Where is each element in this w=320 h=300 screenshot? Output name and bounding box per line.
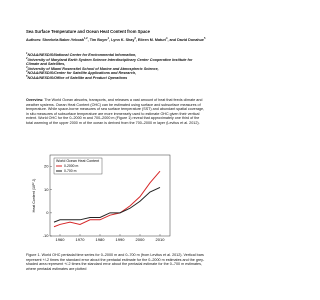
affiliation: 1NOAA/NESDIS/National Center for Environ… bbox=[26, 51, 206, 58]
legend-label: 0-700 m bbox=[64, 169, 77, 173]
x-tick-label: 1970 bbox=[76, 237, 86, 242]
y-tick-label: 10 bbox=[44, 187, 49, 192]
affiliation-text: NOAA/NESDIS/Center for Satellite Applica… bbox=[27, 71, 137, 76]
title: Sea Surface Temperature and Ocean Heat C… bbox=[26, 29, 150, 34]
figure: -10 0 10 20 1960 1970 1980 1990 2000 2010 Heat Con… bbox=[32, 154, 171, 242]
affiliation: 5NOAA/NESDIS/Office of Satellite and Pro… bbox=[26, 74, 206, 81]
x-tick-label: 2010 bbox=[156, 237, 166, 242]
affiliation-sup: 5 bbox=[26, 74, 28, 78]
author-sup: 1 bbox=[107, 36, 110, 40]
author-tail: , bbox=[87, 38, 89, 42]
author-name: David Donahue bbox=[177, 38, 204, 42]
overview-lead: Overview. bbox=[26, 98, 44, 102]
author-sup: 4 bbox=[166, 36, 168, 40]
author-name: Eileen M. Maturi bbox=[137, 38, 166, 42]
affiliation-text: NOAA/NESDIS/Office of Satellite and Prod… bbox=[27, 75, 128, 80]
author-name: Lynn K. Shay bbox=[111, 38, 135, 42]
affiliations: 1NOAA/NESDIS/National Center for Environ… bbox=[26, 51, 206, 81]
author-name: Tim Boyer bbox=[89, 38, 108, 42]
author-sup: 5 bbox=[203, 36, 206, 40]
figure-title: World Ocean Heat Content bbox=[56, 159, 99, 163]
y-tick-label: 20 bbox=[44, 164, 49, 169]
x-tick-label: 2000 bbox=[136, 237, 146, 242]
affiliation-sup: 2 bbox=[26, 56, 28, 60]
page: Sea Surface Temperature and Ocean Heat C… bbox=[26, 29, 206, 271]
author-name: Sheekela Baker-Yeboah bbox=[42, 38, 85, 42]
affiliation: 2University of Maryland Earth System Sci… bbox=[26, 56, 206, 67]
affiliation-sup: 4 bbox=[26, 70, 28, 74]
author-tail: , bbox=[135, 38, 137, 42]
affiliation: 4NOAA/NESDIS/Center for Satellite Applic… bbox=[26, 70, 206, 76]
y-tick-label: 0 bbox=[46, 210, 49, 215]
author-sup: 1,2 bbox=[84, 36, 88, 40]
affiliation-sup: 3 bbox=[26, 65, 28, 69]
overview: Overview. The World Ocean absorbs, trans… bbox=[26, 98, 206, 126]
affiliation-text: NOAA/NESDIS/National Center for Environm… bbox=[27, 53, 137, 57]
author-list: Sheekela Baker-Yeboah1,2, Tim Boyer1, Ly… bbox=[42, 36, 206, 42]
authors: Authors: Sheekela Baker-Yeboah1,2, Tim B… bbox=[26, 36, 206, 43]
overview-text: The World Ocean absorbs, transports, and… bbox=[26, 98, 205, 125]
affiliation-sup: 1 bbox=[26, 51, 28, 55]
author-tail: , bbox=[109, 38, 111, 42]
legend-box bbox=[53, 157, 103, 175]
x-tick-label: 1980 bbox=[96, 237, 106, 242]
caption: Figure 1. World OHC pentadal time series… bbox=[26, 253, 205, 271]
series-line bbox=[53, 170, 161, 228]
x-tick-label: 1990 bbox=[116, 237, 126, 242]
affiliation: 3University of Miami Rosenstiel School o… bbox=[26, 65, 206, 72]
x-tick-label: 1960 bbox=[56, 237, 66, 242]
series-line bbox=[53, 186, 161, 223]
affiliation-text: University of Maryland Earth System Scie… bbox=[26, 57, 193, 67]
author-tail: , and bbox=[167, 38, 177, 42]
y-tick-label: -10 bbox=[43, 233, 50, 238]
authors-label: Authors: bbox=[26, 38, 42, 42]
affiliation-text: University of Miami Rosenstiel School of… bbox=[27, 66, 159, 71]
author-sup: 3 bbox=[134, 36, 136, 40]
legend-label: 0-2000 m bbox=[64, 164, 78, 168]
y-axis-label: Heat Content (10²² J) bbox=[32, 179, 36, 213]
